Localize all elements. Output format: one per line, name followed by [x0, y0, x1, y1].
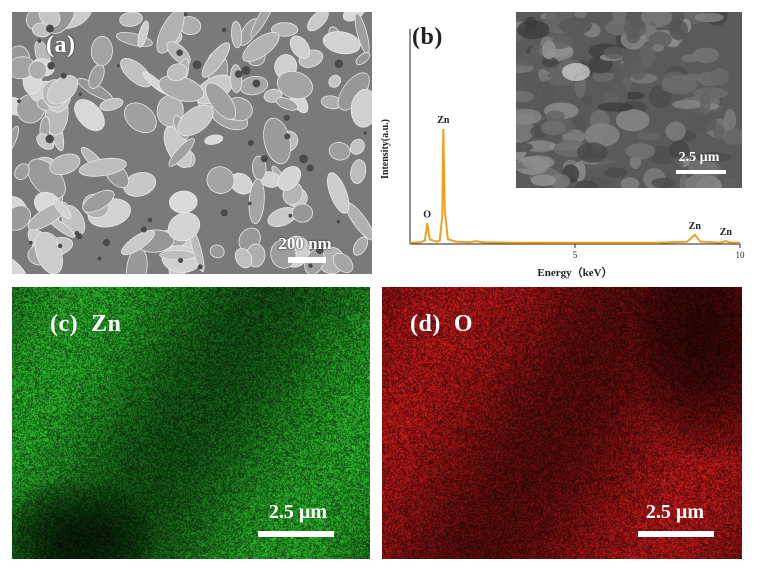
- o-map-panel: (d) O 2.5 µm: [382, 287, 742, 559]
- peak-label: Zn: [720, 227, 733, 238]
- panel-c-label: (c) Zn: [50, 311, 122, 338]
- panel-c-scalebar: [258, 531, 334, 537]
- panel-d-scalebar-text: 2.5 µm: [636, 501, 714, 524]
- inset-scalebar: [676, 170, 726, 174]
- x-tick-label: 5: [573, 250, 578, 260]
- panel-a-label: (a): [46, 32, 75, 59]
- y-axis-label: Intensity(a.u.): [380, 119, 391, 179]
- x-axis-label: Energy（keV）: [537, 266, 612, 279]
- peak-label: Zn: [689, 221, 702, 232]
- panel-c-scalebar-text: 2.5 µm: [260, 501, 336, 524]
- zn-map-panel: (c) Zn 2.5 µm: [12, 287, 370, 559]
- panel-a-scalebar-text: 200 nm: [270, 234, 340, 254]
- x-tick-label: 10: [736, 250, 746, 260]
- panel-d-scalebar: [638, 531, 714, 537]
- panel-b-label: (b): [412, 24, 443, 51]
- peak-label: O: [423, 209, 431, 220]
- peak-label: Zn: [437, 115, 450, 126]
- eds-inset-image: 2.5 µm: [516, 12, 742, 188]
- inset-scalebar-text: 2.5 µm: [664, 150, 734, 166]
- sem-image-panel: (a) 200 nm: [12, 12, 372, 274]
- eds-spectrum-panel: 5 10 O Zn Zn Zn Energy（keV） Intensity(a.u.) 2.5…: [374, 12, 752, 282]
- panel-d-label: (d) O: [410, 311, 473, 338]
- panel-a-scalebar: [288, 257, 326, 263]
